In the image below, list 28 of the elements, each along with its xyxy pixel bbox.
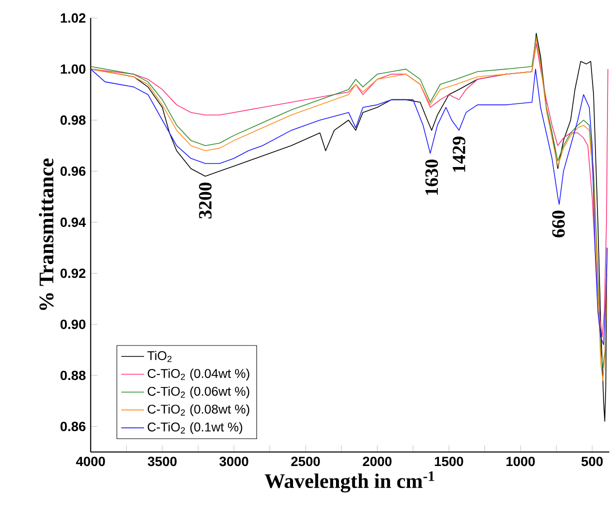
annotation: 1630 bbox=[425, 160, 438, 195]
legend-label: C-TiO$_{2}$ (0.08wt %) bbox=[148, 404, 250, 416]
x-tick-label: 2000 bbox=[362, 456, 392, 466]
y-tick-label: 0.92 bbox=[60, 268, 86, 278]
annotation: 1429 bbox=[452, 136, 466, 172]
x-tick-label: 2500 bbox=[291, 456, 320, 466]
legend-label: C-TiO$_{2}$ (0.06wt %) bbox=[148, 386, 250, 398]
legend-label: TiO$_{2}$ bbox=[147, 350, 172, 362]
x-tick-label: 3000 bbox=[219, 456, 248, 466]
y-tick-label: 0.88 bbox=[60, 370, 86, 380]
y-tick-label: 0.90 bbox=[60, 320, 86, 330]
y-tick-label: 1.00 bbox=[60, 64, 86, 74]
annotation: 3200 bbox=[198, 182, 212, 219]
y-tick-label: 1.02 bbox=[60, 13, 86, 23]
x-tick-label: 3500 bbox=[148, 456, 177, 466]
x-tick-label: 1000 bbox=[506, 456, 535, 466]
y-tick-label: 0.96 bbox=[60, 166, 86, 176]
x-tick-label: 1500 bbox=[434, 456, 464, 466]
y-axis-title: % Transmittance bbox=[38, 158, 54, 310]
legend-label: C-TiO$_{2}$ (0.1wt %) bbox=[148, 422, 242, 434]
annotation: 660 bbox=[552, 210, 565, 238]
y-tick-label: 0.98 bbox=[60, 115, 86, 125]
x-tick-label: 500 bbox=[581, 456, 603, 466]
y-tick-label: 0.86 bbox=[60, 422, 86, 432]
legend-label: C-TiO$_{2}$ (0.04wt %) bbox=[148, 368, 250, 380]
y-tick-label: 0.94 bbox=[60, 218, 86, 227]
x-tick-label: 4000 bbox=[76, 456, 105, 466]
x-axis-title: Wavelength in cm$^{-1}$ bbox=[264, 471, 434, 492]
